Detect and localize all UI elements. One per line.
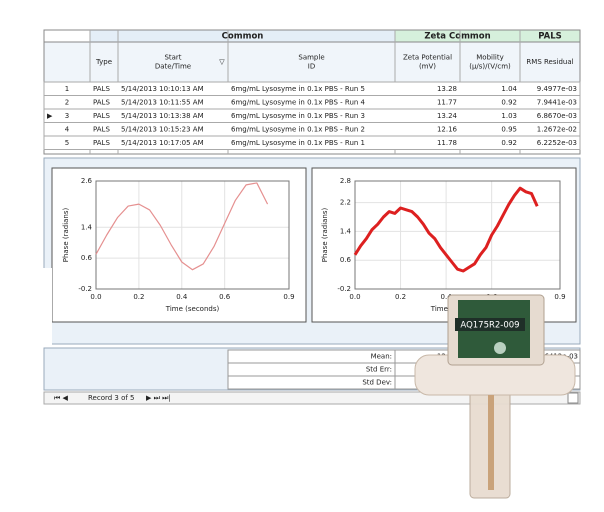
column-header: RMS Residual	[526, 58, 573, 66]
x-tick-label: 0.0	[349, 293, 360, 301]
table-cell: PALS	[93, 139, 110, 147]
chart-box	[51, 167, 307, 323]
column-header: ID	[308, 63, 315, 71]
table-cell: 0.92	[501, 139, 517, 147]
device-label: AQ175R2-009	[460, 321, 519, 331]
table-cell: 13.28	[437, 85, 457, 93]
device-label-bg	[455, 318, 525, 331]
table-cell: 3	[65, 112, 69, 120]
table-cell: 6mg/mL Lysosyme in 0.1x PBS - Run 2	[231, 126, 365, 134]
y-tick-label: 1.4	[81, 223, 93, 231]
summary-text: Std Dev:	[362, 379, 392, 387]
table-cell: 6mg/mL Lysosyme in 0.1x PBS - Run 4	[231, 99, 366, 107]
group-title: PALS	[538, 32, 562, 42]
table-cell: 5	[65, 139, 69, 147]
pager-nav[interactable]: ⏮ ◀	[54, 394, 69, 402]
table-cell: 5/14/2013 10:10:13 AM	[121, 85, 204, 93]
group-title: Zeta Common	[424, 32, 490, 42]
table-cell: 4	[65, 126, 70, 134]
sort-icon: ▽	[219, 58, 225, 66]
scroll-button[interactable]	[567, 392, 579, 404]
table-cell: 11.77	[437, 99, 457, 107]
x-tick-label: 0.4	[441, 293, 453, 301]
column-header: Zeta Potential	[403, 54, 452, 62]
table-cell: 12.16	[437, 126, 458, 134]
table-cell: 0.95	[501, 126, 517, 134]
y-tick-label: 1.4	[340, 227, 352, 235]
table-cell: 6.8670e-03	[537, 112, 577, 120]
table-cell: 6mg/mL Lysosyme in 0.1x PBS - Run 3	[231, 112, 365, 120]
y-tick-label: 2.2	[340, 199, 351, 207]
column-header: Start	[164, 54, 181, 62]
pager-text: Record 3 of 5	[88, 394, 135, 402]
table-cell: 7.9441e-03	[537, 99, 577, 107]
table-cell: PALS	[93, 112, 110, 120]
table-cell: 6mg/mL Lysosyme in 0.1x PBS - Run 5	[231, 85, 365, 93]
column-header: Sample	[298, 54, 324, 62]
table-cell: 5/14/2013 10:15:23 AM	[121, 126, 204, 134]
table-cell: 13.24	[437, 112, 458, 120]
blank	[0, 268, 52, 346]
y-tick-label: -0.2	[337, 285, 351, 293]
device-photo: AQ175R2-009	[414, 294, 576, 499]
data-line	[95, 182, 269, 271]
table-cell: 6mg/mL Lysosyme in 0.1x PBS - Run 1	[231, 139, 365, 147]
table-cell: 1	[65, 85, 69, 93]
table-cell: 5/14/2013 10:17:05 AM	[121, 139, 204, 147]
device-electrode	[488, 395, 494, 490]
table-cell: 1.03	[501, 112, 517, 120]
table-cell: 0.92	[501, 99, 517, 107]
x-tick-label: 0.2	[133, 293, 144, 301]
group-title: Common	[222, 32, 264, 42]
row-selector: ▶	[47, 112, 53, 120]
y-tick-label: 0.6	[340, 256, 352, 264]
summary-text: Mean:	[371, 353, 392, 361]
y-tick-label: 2.6	[81, 177, 93, 185]
table-cell: PALS	[93, 126, 110, 134]
x-axis-label: Time (seconds)	[165, 305, 220, 313]
column-header: Type	[95, 58, 112, 66]
table-cell: 5/14/2013 10:13:38 AM	[121, 112, 204, 120]
y-tick-label: 2.8	[340, 177, 351, 185]
column-header: (mV)	[419, 63, 436, 71]
table-cell: 6.2252e-03	[537, 139, 577, 147]
table-row	[43, 135, 581, 150]
summary-text: Std Err:	[366, 366, 392, 374]
pager-nav[interactable]: ▶ ⏭ ⏭|	[146, 394, 171, 402]
y-axis-label: Phase (radians)	[62, 207, 70, 262]
x-tick-label: 0.2	[395, 293, 406, 301]
table-cell: 11.78	[437, 139, 457, 147]
plot-area	[354, 180, 561, 290]
header-row	[43, 41, 581, 83]
column-header: Mobility	[476, 54, 504, 62]
table-cell: 9.4977e-03	[537, 85, 577, 93]
y-tick-label: 0.6	[81, 254, 93, 262]
y-axis-label: Phase (radians)	[321, 207, 329, 262]
device-pad	[494, 342, 506, 354]
table-cell: 2	[65, 99, 69, 107]
plot-area	[95, 180, 290, 290]
x-tick-label: 0.0	[90, 293, 101, 301]
table-cell: 1.2672e-02	[537, 126, 577, 134]
x-tick-label: 0.9	[283, 293, 294, 301]
x-tick-label: 0.6	[219, 293, 231, 301]
table-cell: 1.04	[501, 85, 517, 93]
x-tick-label: 0.9	[554, 293, 565, 301]
x-tick-label: 0.4	[176, 293, 188, 301]
table-cell: 5/14/2013 10:11:55 AM	[121, 99, 204, 107]
table-cell: PALS	[93, 85, 110, 93]
y-tick-label: -0.2	[78, 285, 92, 293]
table-cell: PALS	[93, 99, 110, 107]
column-header: Date/Time	[155, 63, 191, 71]
column-header: (µ/s)/(V/cm)	[469, 63, 511, 71]
data-line	[353, 186, 539, 273]
